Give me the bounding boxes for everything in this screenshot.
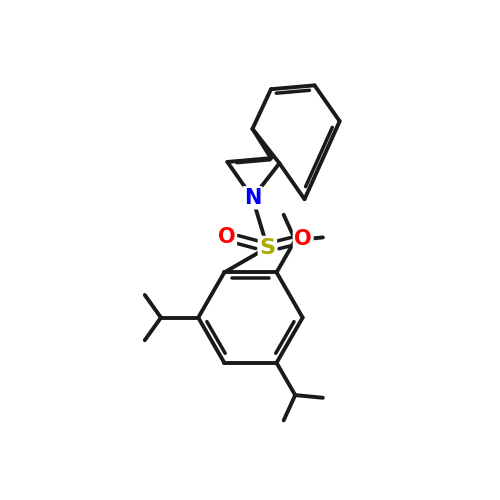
Text: O: O bbox=[294, 228, 312, 248]
Text: N: N bbox=[244, 188, 261, 208]
Text: S: S bbox=[260, 238, 276, 258]
Text: O: O bbox=[218, 226, 236, 246]
